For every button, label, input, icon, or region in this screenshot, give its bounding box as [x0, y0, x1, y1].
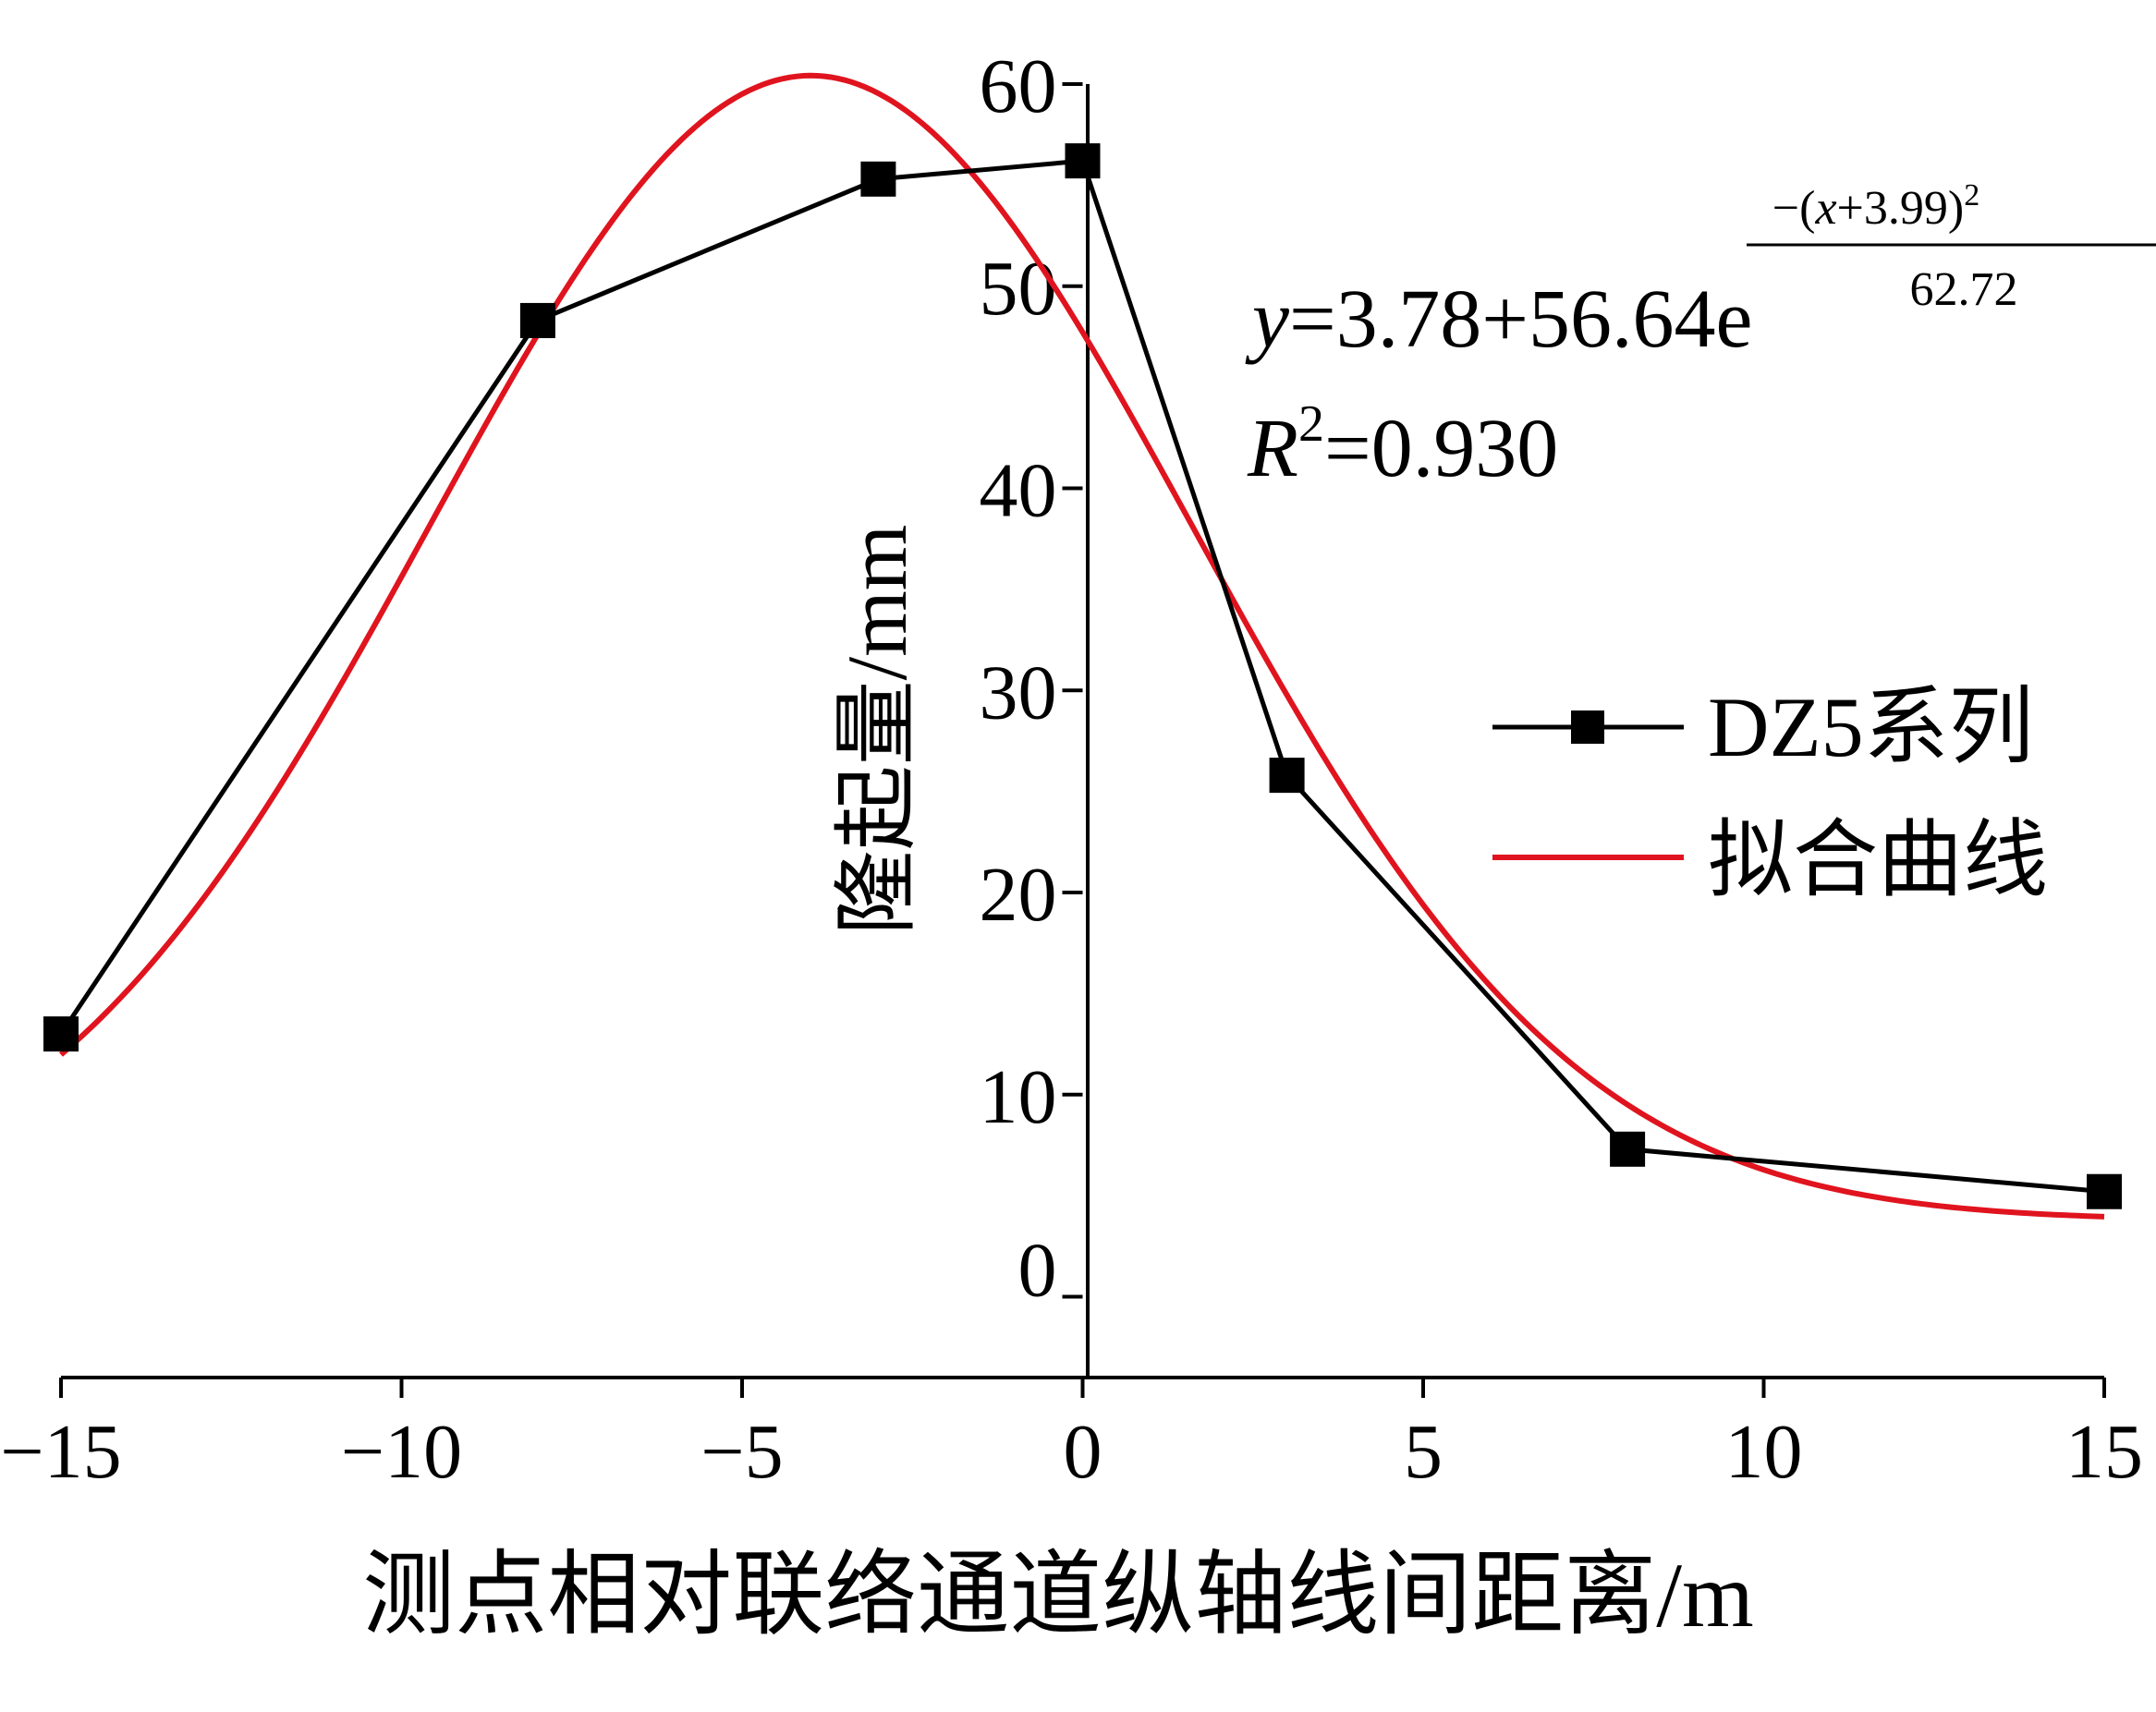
data-point-marker: [2087, 1173, 2122, 1209]
legend-label-dz5: DZ5系列: [1708, 680, 2034, 774]
r-squared-text: R2=0.930: [1247, 395, 1558, 494]
y-tick-label: 60: [980, 43, 1057, 129]
data-point-marker: [43, 1016, 79, 1052]
data-point-marker: [1610, 1131, 1646, 1167]
data-point-marker: [1065, 143, 1101, 179]
fit-curve-line: [59, 72, 2105, 1220]
x-tick-label: 10: [1725, 1409, 1803, 1495]
data-point-marker: [1269, 758, 1305, 794]
y-tick-label: 0: [1018, 1228, 1057, 1314]
equation-exponent-numerator: −(x+3.99)2: [1772, 178, 1979, 235]
x-axis-title: 测点相对联络通道纵轴线间距离/m: [362, 1544, 1754, 1646]
data-point-marker: [519, 302, 555, 338]
series-markers-dz5: [43, 143, 2122, 1209]
legend: DZ5系列 拟合曲线: [1492, 680, 2048, 907]
equation-text: y=3.78+56.64e: [1245, 273, 1752, 365]
x-tick-label: 15: [2065, 1409, 2143, 1495]
x-tick-label: 5: [1404, 1409, 1443, 1495]
y-tick-label: 40: [980, 448, 1057, 534]
series-line-dz5: [58, 158, 2105, 1195]
y-tick-label: 30: [980, 650, 1057, 735]
y-ticks: 0 10 20 30 40 50 60: [980, 43, 1083, 1314]
x-tick-label: −10: [341, 1409, 462, 1495]
legend-label-fit: 拟合曲线: [1708, 813, 2048, 907]
data-point-marker: [860, 161, 896, 197]
equation-annotation: y=3.78+56.64e −(x+3.99)2 62.72 R2=0.930: [1245, 178, 2156, 494]
equation-exponent-denominator: 62.72: [1910, 263, 2018, 316]
y-tick-label: 20: [980, 852, 1057, 938]
y-axis-title: 隆起量/mm: [830, 525, 924, 936]
y-tick-label: 50: [980, 246, 1057, 332]
legend-marker-dz5: [1571, 710, 1604, 744]
x-tick-label: −15: [0, 1409, 121, 1495]
x-tick-label: −5: [700, 1409, 783, 1495]
y-tick-label: 10: [980, 1054, 1057, 1140]
x-tick-label: 0: [1064, 1409, 1102, 1495]
x-ticks: −15 −10 −5 0 5 10 15: [0, 1378, 2143, 1495]
